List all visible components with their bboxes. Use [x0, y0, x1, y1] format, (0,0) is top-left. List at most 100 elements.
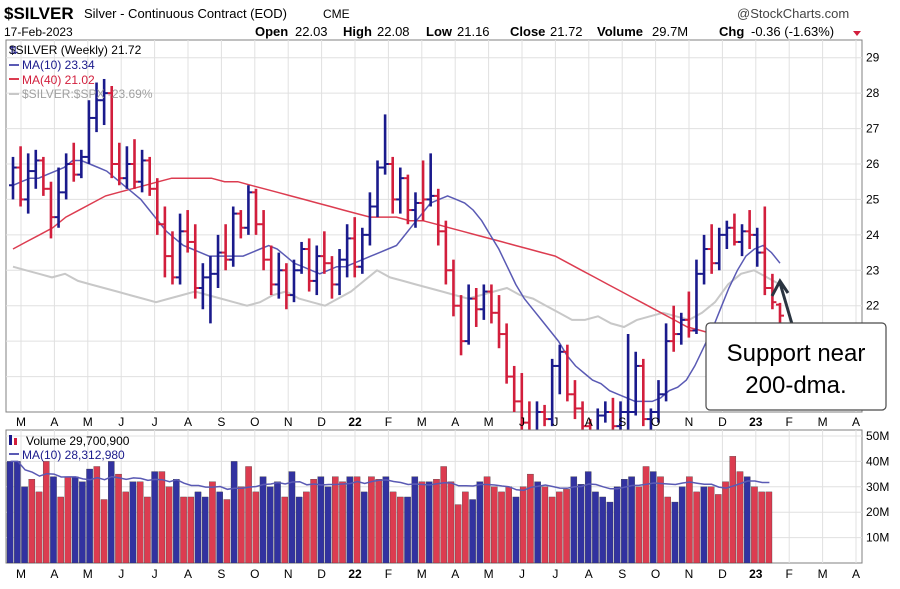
price-bar [350, 217, 359, 278]
legend-vol-ma-label: MA(10) 28,312,980 [22, 448, 125, 462]
volume-bar [252, 491, 260, 564]
volume-bar [230, 461, 238, 564]
price-bar [115, 142, 124, 186]
price-bar [388, 156, 397, 214]
month-tick-label: D [317, 567, 326, 581]
volume-bar [729, 456, 737, 564]
volume-bar [570, 476, 578, 564]
month-tick-label: M [83, 567, 93, 581]
month-tick-label: 22 [348, 415, 362, 429]
month-tick-label: F [385, 567, 392, 581]
price-bar [517, 373, 526, 434]
volume-label: Volume [597, 24, 643, 39]
month-tick-label: S [217, 415, 225, 429]
price-bar [631, 351, 640, 416]
month-tick-label: J [152, 567, 158, 581]
volume-bar [664, 496, 671, 564]
month-tick-label: A [184, 415, 192, 429]
price-bar [198, 263, 207, 310]
quote-bar: Open 22.03 High 22.08 Low 21.16 Close 21… [255, 24, 834, 39]
price-bar [9, 156, 17, 200]
price-bar [168, 231, 177, 285]
annotation-arrow-icon [770, 278, 794, 325]
price-bar [639, 358, 648, 427]
watermark: @StockCharts.com [737, 6, 849, 21]
volume-bar [332, 476, 339, 564]
volume-bar [476, 481, 484, 564]
price-bar [320, 231, 329, 274]
volume-bar [454, 504, 462, 564]
volume-bar [397, 496, 404, 564]
price-bar [381, 114, 390, 175]
volume-bar [194, 491, 202, 564]
price-tick-label: 22 [866, 299, 880, 313]
volume-bar [274, 481, 281, 564]
volume-bar [440, 466, 447, 564]
volume-tick-label: 40M [866, 454, 889, 468]
price-bar [396, 167, 405, 214]
price-bar [555, 344, 564, 395]
volume-bar [534, 481, 541, 564]
price-bar [411, 192, 420, 228]
price-bar [289, 259, 298, 303]
month-tick-label: S [618, 415, 626, 429]
month-tick-label: N [284, 415, 293, 429]
month-tick-label: M [484, 415, 494, 429]
volume-bar [93, 466, 101, 564]
month-tick-label: A [451, 415, 459, 429]
price-bar [669, 305, 678, 352]
price-bar [464, 284, 473, 345]
price-bar [160, 206, 169, 278]
price-month-axis: M A M J J A S O N D 22 F M A M J J A S O N D 23 F M A [16, 415, 860, 429]
month-tick-label: N [685, 567, 694, 581]
price-bar [39, 156, 48, 196]
price-tick-label: 24 [866, 228, 880, 242]
volume-tick-label: 30M [866, 480, 889, 494]
price-bar [441, 220, 450, 285]
price-bar [449, 259, 458, 317]
price-bar [624, 334, 633, 441]
price-bar [654, 380, 663, 423]
month-tick-label: A [852, 415, 860, 429]
month-tick-label: O [250, 415, 259, 429]
volume-bar [79, 481, 86, 564]
volume-bar [512, 496, 520, 564]
volume-bar [223, 499, 231, 564]
legend-volume-icon-2 [14, 438, 17, 445]
price-bar [267, 245, 276, 296]
price-bar [692, 259, 701, 335]
price-bar [236, 210, 245, 239]
month-tick-label: M [484, 567, 494, 581]
volume-bar [310, 479, 317, 564]
high-value: 22.08 [377, 24, 410, 39]
price-bar [183, 210, 192, 253]
volume-bar [483, 476, 491, 564]
volume-bar [57, 496, 64, 564]
legend-price-icon: ⇅ [9, 45, 18, 57]
volume-ma-line [10, 460, 770, 492]
volume-bar [751, 486, 758, 564]
volume-bar [418, 481, 426, 564]
volume-bar [433, 479, 440, 564]
volume-bar [469, 499, 476, 564]
price-bar [153, 178, 162, 235]
volume-bar [209, 481, 216, 564]
month-tick-label: O [250, 567, 259, 581]
month-tick-label: F [786, 567, 793, 581]
volume-bar [628, 476, 635, 564]
chg-value: -0.36 (-1.63%) [751, 24, 834, 39]
price-bar [84, 100, 93, 164]
volume-bar [129, 481, 137, 564]
month-tick-label: M [83, 415, 93, 429]
volume-bar [758, 491, 765, 564]
price-tick-label: 23 [866, 263, 880, 277]
volume-bar [722, 481, 729, 564]
price-bar [768, 273, 777, 310]
volume-bar [303, 491, 310, 564]
volume-bar [151, 471, 158, 564]
volume-bar [281, 496, 288, 564]
month-tick-label: N [685, 415, 694, 429]
volume-bar [527, 473, 534, 564]
volume-bar [404, 496, 411, 564]
legend-ratio-label: $SILVER:$SPX -23.69% [22, 87, 153, 101]
